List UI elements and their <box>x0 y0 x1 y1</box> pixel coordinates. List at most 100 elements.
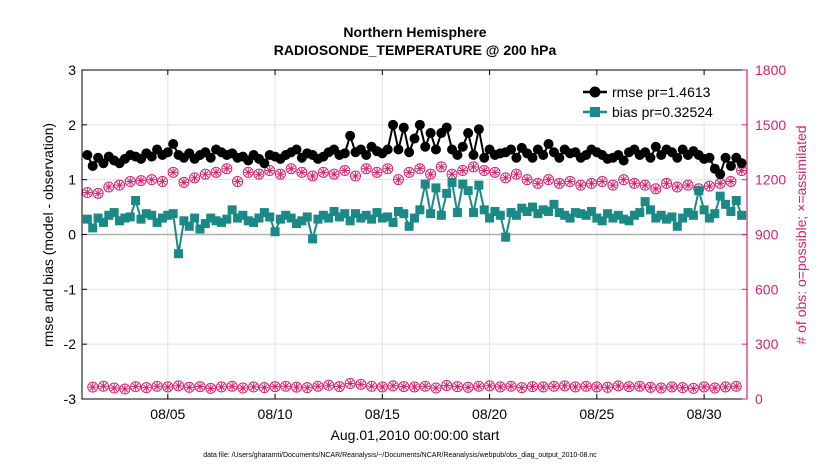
obs-possible-point <box>709 382 721 394</box>
bias-point <box>576 209 586 219</box>
rmse-point <box>425 128 436 139</box>
obs-possible-point <box>607 179 619 191</box>
obs-assimilated-point <box>522 175 532 184</box>
obs-assimilated-point <box>533 179 543 188</box>
obs-assimilated-point <box>442 381 451 390</box>
obs-assimilated-point <box>174 381 183 391</box>
obs-assimilated-point <box>254 169 264 179</box>
obs-assimilated-point <box>270 382 280 391</box>
bias-point <box>216 217 226 227</box>
bias-point <box>517 203 527 213</box>
bias-point <box>640 197 650 207</box>
obs-assimilated-point <box>474 382 484 391</box>
bias-point <box>259 208 269 218</box>
x-axis-label: Aug.01,2010 00:00:00 start <box>331 427 500 443</box>
obs-assimilated-point <box>592 382 602 392</box>
y-left-tick-label: -2 <box>64 336 77 352</box>
obs-possible-point <box>650 183 662 195</box>
bias-point <box>82 214 92 224</box>
bias-point <box>468 208 478 218</box>
bias-point <box>281 210 291 220</box>
bias-point <box>190 213 200 223</box>
obs-possible-point <box>500 172 512 184</box>
bias-point <box>683 208 693 218</box>
x-tick-label: 08/10 <box>258 406 293 422</box>
bias-point <box>710 209 720 219</box>
bias-point <box>292 219 302 229</box>
x-axis-ticks: 08/05 08/10 08/15 08/20 08/25 08/30 <box>150 70 722 422</box>
rmse-point <box>430 144 441 155</box>
obs-possible-point <box>97 380 109 392</box>
obs-possible-point <box>242 166 254 178</box>
obs-assimilated-point <box>447 169 457 179</box>
obs-possible-point <box>387 380 399 392</box>
bias-point <box>447 177 457 187</box>
y-right-tick-label: 0 <box>755 391 763 407</box>
obs-possible-point <box>698 381 710 393</box>
obs-assimilated-point <box>351 171 360 181</box>
bias-point <box>340 209 350 219</box>
obs-assimilated-point <box>158 177 167 186</box>
obs-assimilated-point <box>378 382 387 392</box>
obs-assimilated-point <box>630 179 639 188</box>
obs-assimilated-point <box>356 380 366 389</box>
bias-point <box>645 205 655 215</box>
obs-assimilated-point <box>539 382 548 392</box>
bias-point <box>426 209 436 219</box>
bias-point <box>560 210 570 220</box>
bias-point <box>200 219 210 229</box>
obs-assimilated-point <box>185 383 194 392</box>
bias-point <box>302 212 312 222</box>
bias-point <box>570 208 580 218</box>
obs-possible-point <box>644 381 656 393</box>
bias-point <box>345 216 355 226</box>
obs-assimilated-point <box>404 168 414 177</box>
legend-box <box>577 77 739 123</box>
rmse-point <box>554 152 565 163</box>
bias-point <box>372 208 382 218</box>
obs-assimilated-point <box>565 177 575 186</box>
obs-assimilated-point <box>362 164 371 173</box>
rmse-point <box>473 124 484 135</box>
bias-point <box>704 213 714 223</box>
obs-assimilated-point <box>233 177 242 186</box>
y-left-axis-ticks: -3 -2 -1 0 1 2 3 <box>64 62 87 407</box>
obs-assimilated-point <box>120 384 130 394</box>
y-right-axis-ticks: 0 300 600 900 1200 1500 1800 <box>742 62 786 407</box>
bias-point <box>694 186 704 196</box>
bias-point <box>141 209 151 219</box>
y-right-tick-label: 600 <box>755 281 779 297</box>
bias-point <box>313 214 323 224</box>
obs-assimilated-point <box>329 169 339 179</box>
obs-assimilated-point <box>705 181 714 191</box>
y-left-tick-label: -1 <box>64 281 77 297</box>
obs-possible-point <box>194 381 206 393</box>
obs-assimilated-point <box>528 382 537 391</box>
obs-assimilated-point <box>732 382 741 391</box>
bias-point <box>431 183 441 193</box>
obs-possible-point <box>140 382 152 394</box>
obs-assimilated-point <box>624 382 634 391</box>
obs-possible-point <box>376 381 388 393</box>
legend-bias-marker <box>590 107 600 117</box>
obs-possible-point <box>119 383 131 395</box>
x-tick-label: 08/15 <box>365 406 400 422</box>
x-tick-label: 08/20 <box>472 406 507 422</box>
obs-assimilated-point <box>88 382 97 392</box>
obs-possible-point <box>178 176 190 188</box>
y-left-tick-label: 3 <box>68 62 76 78</box>
obs-possible-point <box>730 380 742 392</box>
bias-point <box>656 210 666 220</box>
obs-assimilated-point <box>394 175 403 184</box>
obs-assimilated-point <box>286 164 296 173</box>
obs-assimilated-point <box>303 383 312 392</box>
obs-assimilated-point <box>308 171 317 181</box>
obs-assimilated-point <box>608 180 618 190</box>
obs-assimilated-point <box>453 382 462 391</box>
y-left-axis-label: rmse and bias (model - observation) <box>40 123 56 347</box>
obs-possible-point <box>473 380 485 392</box>
rmse-point <box>645 152 656 163</box>
bias-point <box>415 205 425 215</box>
obs-possible-point <box>403 166 415 178</box>
bias-point <box>275 214 285 224</box>
